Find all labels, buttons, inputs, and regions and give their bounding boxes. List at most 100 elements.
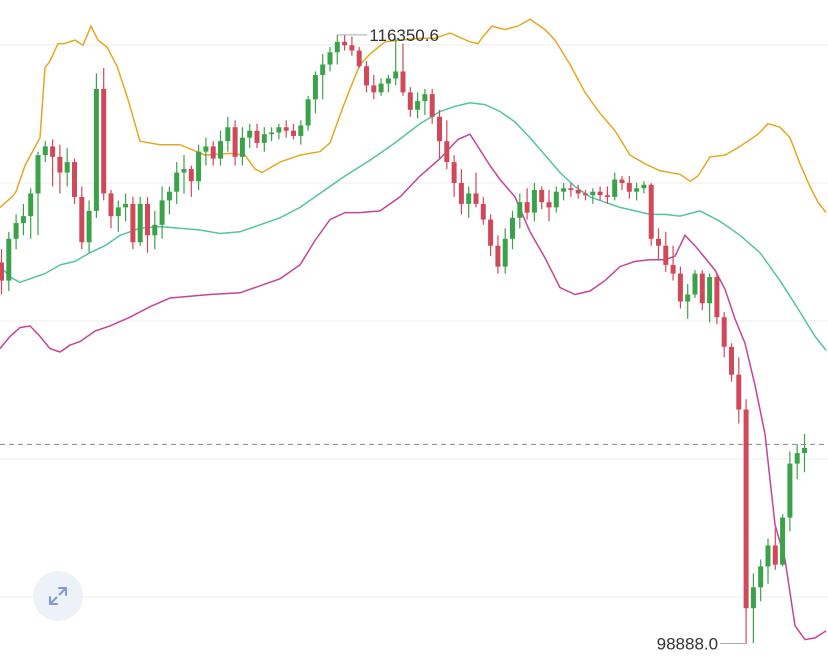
candle-body: [108, 193, 114, 217]
candle-body: [64, 162, 70, 173]
candle-body: [334, 41, 340, 53]
candle-up: [159, 186, 165, 239]
candle-up: [166, 186, 172, 215]
candle-body: [371, 85, 377, 93]
candle-up: [765, 538, 771, 584]
candle-down: [656, 228, 661, 260]
candle-down: [356, 47, 362, 68]
candle-up: [517, 193, 523, 229]
candle-body: [641, 184, 647, 189]
upper-band-line: [0, 18, 827, 214]
candle-down: [371, 74, 377, 100]
candle-body: [663, 245, 669, 265]
candle-body: [743, 409, 749, 609]
candle-up: [787, 451, 793, 532]
candle-up: [510, 210, 515, 250]
candle-up: [174, 162, 180, 204]
candle-down: [663, 231, 669, 272]
candle-body: [531, 189, 537, 213]
candle-body: [429, 94, 435, 117]
candle-up: [13, 214, 19, 250]
candle-up: [137, 196, 143, 246]
candle-body: [86, 210, 92, 243]
candle-down: [72, 158, 77, 204]
expand-chart-button[interactable]: [33, 571, 83, 621]
candle-up: [553, 186, 559, 213]
candle-body: [378, 83, 384, 93]
candle-body: [780, 517, 786, 565]
candle-body: [261, 134, 267, 143]
candle-down: [539, 186, 545, 210]
candle-up: [261, 127, 267, 152]
candle-down: [342, 34, 348, 51]
candle-body: [247, 130, 253, 138]
candle-up: [64, 148, 70, 187]
candle-body: [437, 116, 442, 142]
candle-down: [583, 189, 588, 201]
candle-up: [378, 78, 384, 96]
candle-body: [488, 219, 494, 246]
candle-up: [320, 54, 326, 100]
candle-body: [152, 224, 158, 236]
candle-up: [28, 188, 34, 239]
candle-body: [765, 545, 771, 567]
candle-down: [210, 141, 216, 166]
candle-up: [641, 181, 647, 194]
candle-body: [312, 74, 318, 100]
candle-up: [780, 514, 786, 567]
candle-up: [298, 120, 304, 145]
candle-down: [575, 184, 581, 199]
candle-up: [20, 203, 26, 236]
low-annotation: 98888.0: [657, 635, 747, 654]
candle-up: [225, 116, 231, 152]
candle-body: [626, 182, 632, 192]
candle-up: [312, 71, 318, 114]
candle-body: [517, 202, 523, 218]
candle-up: [685, 284, 691, 319]
candle-body: [123, 203, 129, 208]
candle-up: [561, 182, 567, 201]
candle-body: [166, 191, 172, 201]
candle-up: [415, 92, 421, 119]
candle-down: [458, 169, 464, 215]
candle-up: [305, 95, 311, 131]
candle-up: [123, 193, 129, 222]
candle-body: [619, 179, 625, 183]
candle-down: [568, 182, 574, 197]
candle-body: [42, 146, 48, 156]
candle-body: [466, 193, 472, 204]
candle-up: [590, 188, 596, 204]
candle-down: [524, 188, 530, 220]
candle-down: [619, 176, 625, 190]
candle-up: [422, 88, 428, 116]
candle-down: [145, 196, 150, 253]
candle-body: [772, 545, 778, 565]
candle-up: [86, 200, 92, 253]
candle-body: [794, 453, 800, 464]
candle-body: [583, 193, 588, 196]
candle-body: [254, 130, 260, 143]
candle-up: [35, 151, 41, 236]
candle-body: [137, 203, 143, 243]
candle-body: [699, 273, 705, 304]
candle-body: [736, 374, 742, 410]
candle-down: [283, 120, 289, 138]
candle-up: [42, 141, 48, 163]
candle-body: [750, 587, 756, 609]
candle-up: [203, 137, 209, 166]
candle-body: [451, 162, 457, 183]
candle-body: [13, 223, 19, 239]
candle-body: [130, 203, 136, 243]
candle-body: [656, 238, 661, 246]
candle-up: [181, 155, 187, 194]
candle-down: [670, 245, 676, 281]
candle-up: [466, 186, 472, 218]
candle-up: [269, 127, 275, 142]
candle-body: [787, 463, 793, 518]
candle-body: [553, 191, 559, 208]
candle-body: [524, 202, 530, 213]
candle-body: [634, 188, 640, 192]
candle-up: [115, 200, 121, 232]
candle-body: [0, 262, 4, 281]
